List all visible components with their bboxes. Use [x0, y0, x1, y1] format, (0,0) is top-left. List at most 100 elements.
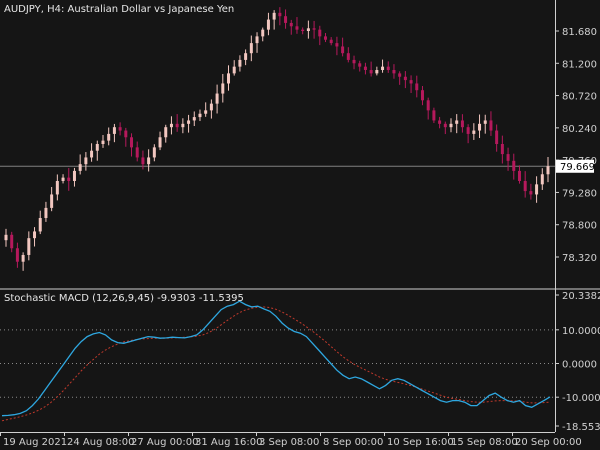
candle — [175, 114, 179, 132]
candle — [67, 168, 71, 191]
time-tick-label: 3 Sep 08:00 — [259, 437, 319, 448]
candle — [61, 174, 65, 184]
candle — [495, 124, 499, 152]
indicator-pane[interactable] — [0, 300, 555, 422]
candle — [386, 61, 390, 73]
candle — [38, 210, 42, 235]
candle — [278, 7, 282, 26]
macd-line — [1, 300, 551, 417]
candle — [415, 75, 419, 98]
candle — [318, 25, 322, 46]
candle — [478, 114, 482, 139]
candle — [460, 114, 464, 133]
candle — [540, 168, 544, 190]
candle — [472, 123, 476, 140]
candle — [306, 20, 310, 39]
indicator-tick-label: -18.5539 — [562, 422, 600, 433]
candle — [523, 171, 527, 198]
candle — [4, 228, 8, 247]
price-axis[interactable]: 81.68081.20080.72080.24079.76079.28078.8… — [555, 27, 597, 264]
price-tick-label: 80.240 — [562, 124, 597, 135]
price-tick-label: 80.720 — [562, 92, 597, 103]
candle — [78, 154, 82, 175]
indicator-levels — [0, 329, 555, 398]
candle — [455, 114, 459, 134]
signal-line — [1, 306, 551, 422]
candle — [15, 242, 19, 268]
candle — [335, 36, 339, 56]
candle — [232, 60, 236, 76]
price-tick-label: 78.800 — [562, 221, 597, 232]
candle — [432, 107, 436, 124]
candle — [221, 73, 225, 103]
indicator-axis[interactable]: 20.3382 10.0000 0.0000 -10.0000 -18.5539 — [555, 291, 600, 433]
price-pane[interactable] — [0, 0, 555, 288]
candle — [141, 150, 145, 170]
candle — [261, 27, 265, 42]
price-pane-background — [0, 0, 555, 288]
candle — [33, 227, 37, 247]
candle — [443, 121, 447, 135]
candle — [295, 17, 299, 34]
candle — [466, 124, 470, 144]
candle — [130, 133, 134, 157]
candle — [27, 231, 31, 261]
indicator-tick-label: 10.0000 — [562, 326, 600, 337]
candle — [409, 75, 413, 93]
candle — [95, 140, 99, 161]
candle — [107, 127, 111, 146]
candle — [426, 97, 430, 120]
candles — [4, 7, 550, 271]
time-tick-label: 10 Sep 16:00 — [387, 437, 454, 448]
candle — [84, 152, 88, 171]
candle — [192, 111, 196, 127]
candle — [55, 174, 59, 201]
candle — [529, 183, 533, 200]
candle — [352, 55, 356, 70]
candle — [312, 20, 316, 39]
candle — [398, 71, 402, 85]
candle — [272, 10, 276, 30]
candle — [323, 33, 327, 43]
candle — [50, 187, 54, 212]
candle — [358, 60, 362, 72]
indicator-title: Stochastic MACD (12,26,9,45) -9.9303 -11… — [4, 293, 244, 304]
candle — [135, 141, 139, 162]
candle — [255, 32, 259, 53]
price-tick-label: 78.320 — [562, 253, 597, 264]
candle — [506, 147, 510, 171]
candle — [90, 143, 94, 162]
candle — [101, 135, 105, 148]
candle — [164, 124, 168, 143]
candle — [392, 64, 396, 79]
indicator-tick-label: 20.3382 — [562, 291, 600, 302]
candle — [403, 71, 407, 89]
candle — [204, 102, 208, 117]
candle — [249, 35, 253, 62]
candle — [346, 47, 350, 63]
candle — [517, 165, 521, 184]
candle — [238, 55, 242, 72]
candle — [44, 201, 48, 222]
candle — [187, 114, 191, 133]
time-tick-label: 24 Aug 08:00 — [67, 437, 134, 448]
current-price-badge: 79.669 — [556, 159, 595, 173]
candle — [72, 167, 76, 187]
current-price-badge-bg — [556, 159, 594, 173]
candle — [381, 59, 385, 73]
candle — [21, 252, 25, 271]
candle — [10, 231, 14, 253]
candle — [181, 118, 185, 134]
time-tick-label: 8 Sep 00:00 — [323, 437, 383, 448]
candle — [489, 111, 493, 136]
candle — [198, 109, 202, 122]
time-tick-label: 19 Aug 2021 — [3, 437, 67, 448]
candle — [369, 61, 373, 77]
candle — [227, 65, 231, 91]
candle — [512, 153, 516, 180]
candle — [500, 135, 504, 164]
indicator-tick-label: 0.0000 — [562, 360, 597, 371]
